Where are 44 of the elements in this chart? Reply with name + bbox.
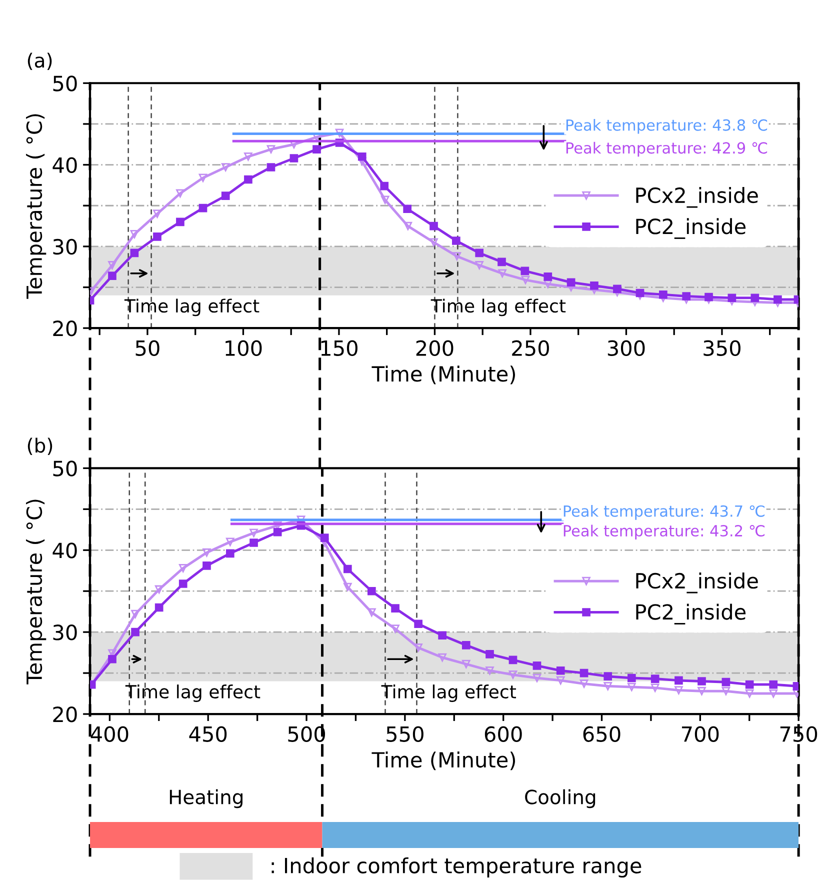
x-tick-label: 100 <box>226 340 262 356</box>
y-tick-label: 20 <box>53 706 77 722</box>
y-tick-label: 40 <box>52 542 77 558</box>
x-tick-label: 150 <box>321 340 358 356</box>
annotation: Time lag effect <box>125 684 260 702</box>
x-axis-title: Time (Minute) <box>372 366 516 384</box>
annotation: Peak temperature: 42.9 ℃ <box>566 142 768 157</box>
x-axis-title: Time (Minute) <box>372 752 516 770</box>
y-axis-title: Temperature ( °C) <box>26 500 46 684</box>
x-tick-label: 50 <box>136 340 160 356</box>
x-tick-label: 300 <box>608 340 645 356</box>
y-axis-title: Temperature ( °C) <box>26 114 46 299</box>
text: Heating <box>170 789 242 808</box>
text: Cooling <box>525 789 596 808</box>
x-tick-label: 400 <box>90 726 128 742</box>
x-tick-label: 700 <box>682 726 719 742</box>
x-tick-label: 200 <box>416 340 454 356</box>
y-tick-label: 20 <box>53 320 77 336</box>
x-tick-label: 600 <box>484 726 522 742</box>
x-tick-label: 350 <box>704 340 740 356</box>
x-tick-label: 650 <box>583 726 620 742</box>
legend-label: PC2_inside <box>636 604 746 624</box>
legend-label: PC2_inside <box>636 218 746 239</box>
x-tick-label: 750 <box>780 726 818 742</box>
x-tick-label: 550 <box>386 726 424 742</box>
y-tick-label: 40 <box>52 157 77 174</box>
legend-label: : Indoor comfort temperature range <box>272 857 642 878</box>
x-tick-label: 250 <box>512 340 549 356</box>
chart-title: (b) <box>28 438 52 456</box>
annotation: Peak temperature: 43.7 ℃ <box>564 505 764 520</box>
annotation: Peak temperature: 43.8 ℃ <box>566 119 768 134</box>
annotation: Time lag effect <box>124 298 260 316</box>
y-tick-label: 50 <box>53 76 77 92</box>
chart-title: (a) <box>28 52 52 70</box>
x-tick-label: 500 <box>288 726 326 742</box>
annotation: Peak temperature: 43.2 ℃ <box>564 524 764 540</box>
y-tick-label: 50 <box>53 460 77 476</box>
annotation: Time lag effect <box>430 298 566 316</box>
annotation: Time lag effect <box>381 684 516 702</box>
legend-label: PCx2_inside <box>636 572 758 594</box>
y-tick-label: 30 <box>53 624 77 640</box>
y-tick-label: 30 <box>53 238 77 255</box>
x-tick-label: 450 <box>189 726 227 742</box>
legend-label: PCx2_inside <box>636 187 758 208</box>
